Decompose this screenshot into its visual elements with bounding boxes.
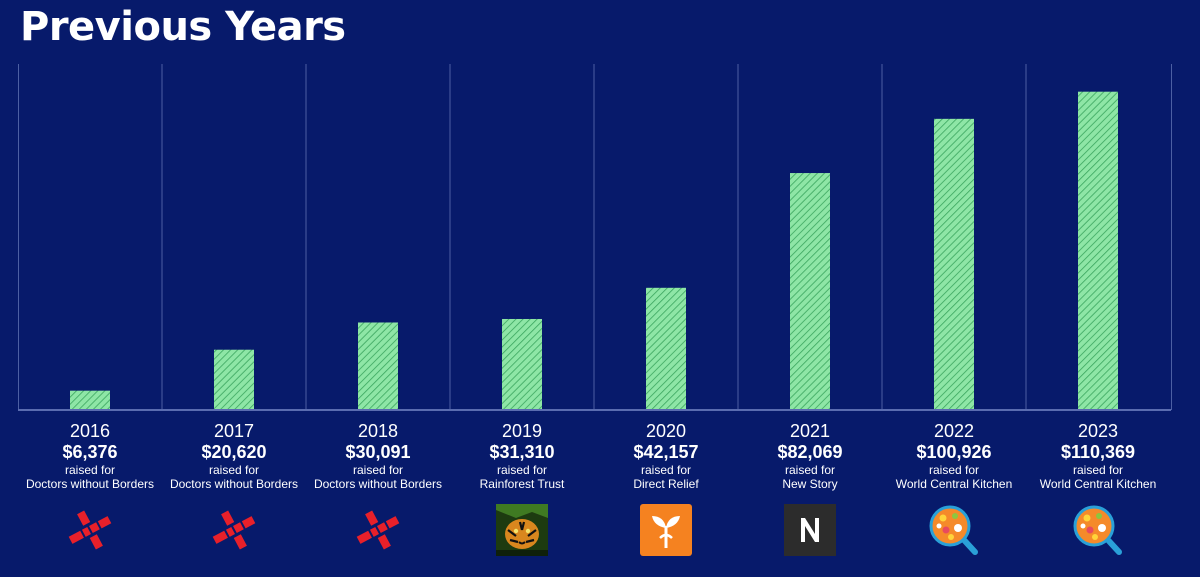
year-label: 2017 — [213, 421, 255, 441]
year-label: 2022 — [933, 421, 975, 441]
world-central-kitchen-logo-icon — [1072, 504, 1124, 556]
year-label: 2021 — [789, 421, 831, 441]
year-column-2021: 2021 $82,069 raised for New Story — [738, 420, 882, 491]
charity-name: Doctors without Borders — [25, 477, 155, 491]
amount-raised: $31,310 — [489, 442, 555, 462]
year-column-2020: 2020 $42,157 raised for Direct Relief — [594, 420, 738, 491]
amount-raised: $30,091 — [345, 442, 411, 462]
amount-raised: $6,376 — [62, 442, 118, 462]
msf-logo-icon — [352, 504, 404, 556]
year-label: 2016 — [69, 421, 111, 441]
amount-raised: $20,620 — [201, 442, 267, 462]
year-label: 2019 — [501, 421, 543, 441]
chart-baseline — [18, 409, 1171, 411]
charity-name: Doctors without Borders — [169, 477, 299, 491]
charity-name: Rainforest Trust — [479, 477, 565, 491]
charity-name: World Central Kitchen — [895, 477, 1013, 491]
year-label: 2020 — [645, 421, 687, 441]
bar-2019 — [502, 318, 542, 409]
charity-name: Doctors without Borders — [313, 477, 443, 491]
msf-logo-icon — [208, 504, 260, 556]
charity-name: World Central Kitchen — [1039, 477, 1157, 491]
year-column-2018: 2018 $30,091 raised for Doctors without Bor… — [306, 420, 450, 491]
world-central-kitchen-logo-icon — [928, 504, 980, 556]
bar-2020 — [646, 287, 686, 409]
year-column-2017: 2017 $20,620 raised for Doctors without Bor… — [162, 420, 306, 491]
raised-for-label: raised for — [784, 463, 836, 477]
bar-2023 — [1078, 91, 1118, 410]
rainforest-trust-logo-icon — [496, 504, 548, 556]
amount-raised: $82,069 — [777, 442, 843, 462]
bar-2016 — [70, 390, 110, 409]
year-column-2019: 2019 $31,310 raised for Rainforest Trust — [450, 420, 594, 491]
bar-2018 — [358, 322, 398, 409]
chart-frame — [18, 64, 1172, 410]
year-column-2022: 2022 $100,926 raised for World Central Kitc… — [882, 420, 1026, 491]
direct-relief-logo-icon — [640, 504, 692, 556]
raised-for-label: raised for — [496, 463, 548, 477]
raised-for-label: raised for — [352, 463, 404, 477]
raised-for-label: raised for — [208, 463, 260, 477]
amount-raised: $110,369 — [1060, 442, 1136, 462]
msf-logo-icon — [64, 504, 116, 556]
bar-2017 — [214, 349, 254, 409]
year-label: 2023 — [1077, 421, 1119, 441]
raised-for-label: raised for — [1072, 463, 1124, 477]
raised-for-label: raised for — [640, 463, 692, 477]
charity-name: Direct Relief — [633, 477, 699, 491]
year-column-2023: 2023 $110,369 raised for World Central Kitc… — [1026, 420, 1170, 491]
charity-name: New Story — [782, 477, 838, 491]
bar-2021 — [790, 173, 830, 409]
raised-for-label: raised for — [928, 463, 980, 477]
amount-raised: $100,926 — [916, 442, 992, 462]
year-label: 2018 — [357, 421, 399, 441]
page-title: Previous Years — [20, 4, 346, 50]
bar-2022 — [934, 118, 974, 409]
raised-for-label: raised for — [64, 463, 116, 477]
amount-raised: $42,157 — [633, 442, 699, 462]
new-story-logo-icon — [784, 504, 836, 556]
year-column-2016: 2016 $6,376 raised for Doctors without Bord… — [18, 420, 162, 491]
